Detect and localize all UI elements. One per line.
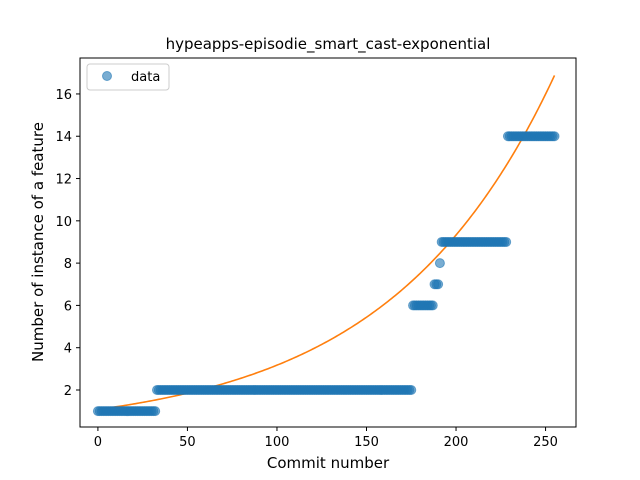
y-tick-label: 2 [64,384,72,399]
plot-frame [79,57,577,428]
y-tick-label: 10 [55,215,72,230]
x-axis-title: Commit number [267,454,390,472]
x-tick-label: 0 [94,435,102,450]
y-tick-label: 16 [55,88,72,103]
y-tick-label: 8 [64,257,72,272]
x-tick-label: 100 [265,435,290,450]
y-tick-label: 14 [55,130,72,145]
data-point [433,279,444,290]
legend-label-data: data [131,70,160,85]
data-point [150,406,161,417]
chart-title: hypeapps-episodie_smart_cast-exponential [166,35,491,54]
data-point [406,384,417,395]
x-tick-label: 200 [444,435,469,450]
y-tick-label: 4 [64,342,72,357]
x-tick-label: 250 [533,435,558,450]
data-point [501,236,512,247]
fit-line [97,75,556,411]
data-point [434,258,445,269]
y-axis: 2 4 6 8 10 12 14 16 [55,88,80,399]
x-tick-label: 150 [354,435,379,450]
legend-marker-data [102,71,112,81]
data-point [549,131,560,142]
y-axis-title: Number of instance of a feature [29,122,47,362]
y-tick-label: 12 [55,173,72,188]
x-tick-label: 50 [179,435,196,450]
y-tick-label: 6 [64,299,72,314]
legend: data [86,63,170,91]
data-point [427,300,438,311]
x-axis: 0 50 100 150 200 250 [94,427,558,450]
legend-box [86,63,170,91]
